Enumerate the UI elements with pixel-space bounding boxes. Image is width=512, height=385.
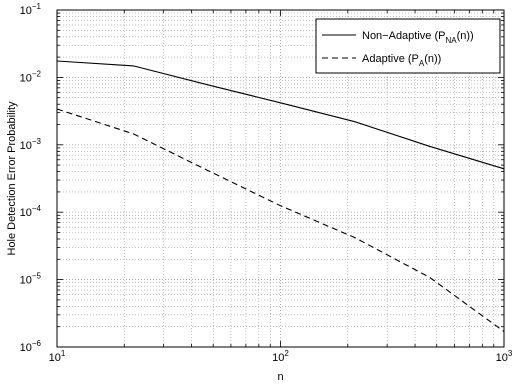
legend-entry: Non−Adaptive (PNA(n)) — [362, 30, 474, 45]
grid — [57, 10, 504, 347]
series-lines — [56, 60, 505, 332]
x-tick-label: 101 — [49, 349, 66, 364]
y-axis-label: Hole Detection Error Probability — [6, 101, 18, 256]
x-tick-label: 103 — [496, 349, 512, 364]
series-line-non-adaptive — [56, 60, 505, 170]
x-tick-labels: 101 102 103 — [49, 349, 512, 364]
y-tick-label: 10−6 — [20, 339, 42, 354]
series-line-adaptive — [56, 108, 505, 332]
y-tick-label: 10−5 — [20, 272, 42, 287]
y-tick-label: 10−3 — [20, 137, 42, 152]
y-tick-label: 10−2 — [20, 69, 42, 84]
legend: Non−Adaptive (PNA(n)) Adaptive (PA(n)) — [315, 18, 501, 74]
plot-frame — [56, 9, 505, 348]
y-tick-labels: 10−6 10−5 10−4 10−3 10−2 10−1 — [20, 2, 42, 354]
legend-entry: Adaptive (PA(n)) — [362, 53, 441, 68]
x-axis-label: n — [277, 371, 283, 383]
x-tick-label: 102 — [272, 349, 289, 364]
y-tick-label: 10−4 — [20, 204, 42, 219]
legend-box — [315, 18, 501, 74]
y-tick-label: 10−1 — [20, 2, 42, 17]
